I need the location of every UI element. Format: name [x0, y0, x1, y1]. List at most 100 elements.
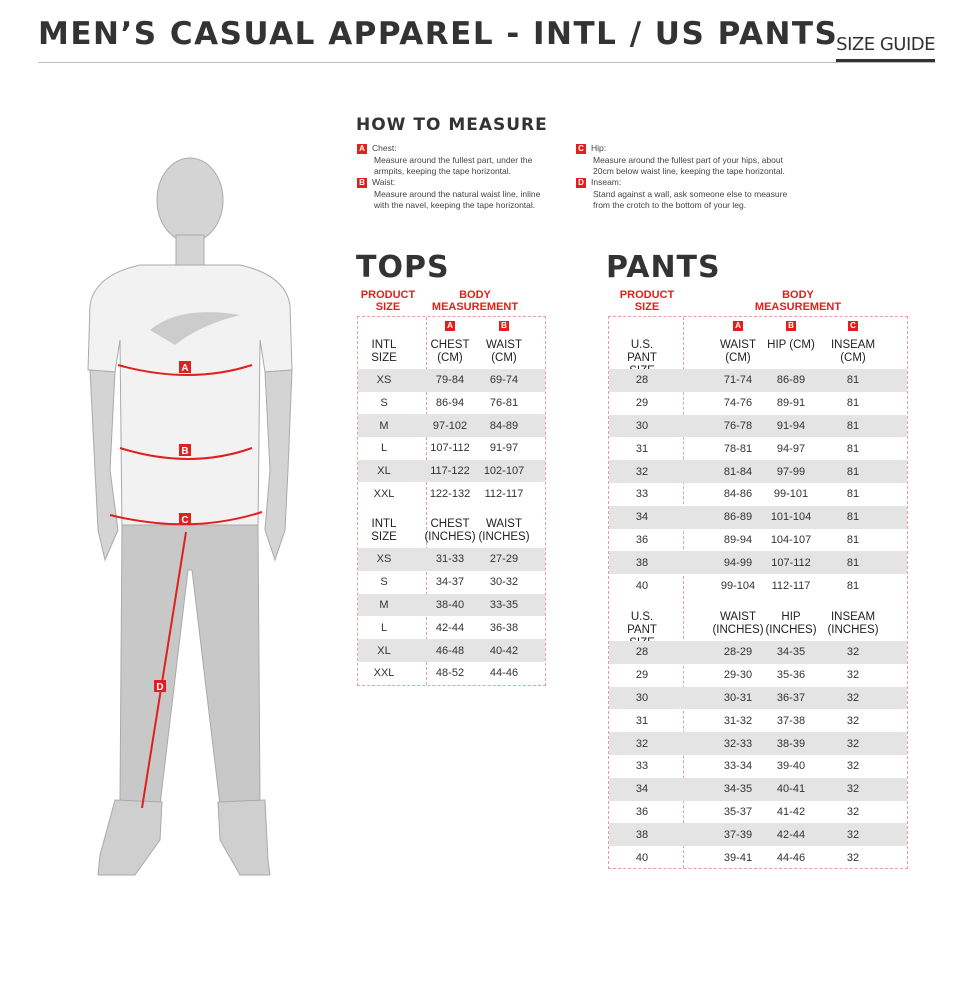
column-header: CHEST (INCHES): [424, 518, 476, 543]
table-cell: 30: [635, 419, 649, 432]
title-divider: [38, 62, 935, 63]
table-cell: 40: [635, 851, 649, 864]
column-header: INSEAM (CM): [830, 339, 876, 364]
table-cell: M: [379, 419, 389, 432]
table-cell: 81: [846, 374, 860, 387]
table-cell: 91-97: [489, 442, 519, 455]
table-cell: 84-86: [723, 488, 753, 501]
table-cell: 28: [635, 374, 649, 387]
pants-in-header: U.S. PANT SIZEWAIST (INCHES)HIP (INCHES)…: [609, 599, 907, 649]
table-cell: 94-99: [723, 556, 753, 569]
table-cell: 42-44: [435, 621, 465, 634]
table-row: 36 35-37 41-42 32: [609, 801, 907, 824]
column-header: INSEAM (INCHES): [827, 611, 879, 636]
measure-label: Waist:: [372, 177, 396, 187]
table-cell: 33: [635, 760, 649, 773]
table-row: XL 117-122 102-107: [358, 459, 545, 483]
tops-body-measurement: BODY MEASUREMENT: [431, 289, 519, 313]
how-to-measure-title: HOW TO MEASURE: [356, 115, 548, 135]
column-header: HIP (CM): [767, 339, 815, 351]
table-cell: 107-112: [430, 442, 470, 455]
table-row: M 97-102 84-89: [358, 414, 545, 438]
table-row: S 86-94 76-81: [358, 392, 545, 415]
table-cell: 40: [635, 579, 649, 592]
tops-in-header: INTL SIZE CHEST (INCHES) WAIST (INCHES): [358, 506, 545, 548]
size-guide-label: SIZE GUIDE: [836, 34, 935, 62]
body-figure: A B C D: [87, 157, 293, 876]
table-cell: 107-112: [771, 556, 811, 569]
badge-c: C: [576, 143, 586, 154]
table-cell: 32: [846, 805, 860, 818]
table-row: S 34-37 30-32: [358, 571, 545, 594]
table-cell: 122-132: [429, 487, 471, 500]
table-cell: 27-29: [489, 553, 519, 566]
table-cell: 69-74: [489, 374, 519, 387]
table-cell: 34-37: [435, 576, 465, 589]
table-cell: 39-40: [776, 760, 806, 773]
table-cell: 81: [846, 488, 860, 501]
table-cell: 38: [635, 556, 649, 569]
table-cell: 102-107: [483, 465, 525, 478]
table-cell: XL: [377, 465, 391, 478]
table-row: 33 84-86 99-101 81: [609, 483, 907, 506]
table-row: XXL 122-132 112-117: [358, 483, 545, 506]
table-cell: 81: [846, 556, 860, 569]
page-title: MEN’S CASUAL APPAREL - INTL / US PANTS: [38, 16, 839, 52]
badge-b: B: [499, 321, 509, 331]
badge-b: B: [357, 177, 367, 188]
table-row: 31 31-32 37-38 32: [609, 709, 907, 732]
table-cell: 30: [635, 691, 649, 704]
table-row: 34 34-35 40-41 32: [609, 777, 907, 801]
column-header: INTL SIZE: [371, 339, 397, 364]
table-cell: 81: [846, 533, 860, 546]
table-cell: 32: [846, 760, 860, 773]
table-row: 40 99-104 112-117 81: [609, 574, 907, 597]
column-header: HIP (INCHES): [765, 611, 817, 636]
column-header: WAIST (CM): [486, 339, 522, 364]
pants-title: PANTS: [606, 250, 721, 285]
badge-d: D: [576, 177, 586, 188]
table-cell: 29-30: [723, 669, 753, 682]
figure-label-c: C: [181, 515, 188, 526]
table-cell: XXL: [373, 487, 395, 500]
table-cell: 32: [846, 828, 860, 841]
table-cell: 39-41: [723, 851, 753, 864]
table-cell: 97-99: [776, 465, 806, 478]
table-cell: S: [380, 576, 388, 589]
column-header: WAIST (INCHES): [478, 518, 530, 543]
measure-text: Measure around the natural waist line, i…: [374, 188, 541, 211]
table-cell: 81-84: [723, 465, 753, 478]
table-cell: 81: [846, 419, 860, 432]
table-cell: 29: [635, 397, 649, 410]
table-cell: 38-40: [435, 598, 465, 611]
table-cell: 91-94: [776, 419, 806, 432]
table-cell: 35-36: [776, 669, 806, 682]
table-cell: L: [380, 442, 388, 455]
table-cell: 48-52: [435, 667, 465, 680]
column-header: WAIST (CM): [720, 339, 756, 364]
badge-c: C: [848, 321, 858, 331]
table-cell: 30-31: [723, 691, 753, 704]
figure-label-b: B: [181, 446, 188, 457]
table-cell: 74-76: [723, 397, 753, 410]
table-cell: 81: [846, 511, 860, 524]
table-cell: 33: [635, 488, 649, 501]
table-cell: 34: [635, 783, 649, 796]
table-cell: 101-104: [770, 511, 812, 524]
table-cell: 40-42: [489, 644, 519, 657]
table-cell: 76-81: [489, 397, 519, 410]
badge-a: A: [733, 321, 743, 331]
table-cell: 40-41: [776, 783, 806, 796]
table-row: 29 29-30 35-36 32: [609, 664, 907, 687]
table-cell: 34-35: [776, 646, 806, 659]
measure-chest: A Chest: Measure around the fullest part,…: [357, 143, 557, 178]
table-cell: 81: [846, 465, 860, 478]
tops-cm-header: A B INTL SIZE CHEST (CM) WAIST (CM): [358, 317, 545, 369]
table-cell: 33-34: [723, 760, 753, 773]
table-cell: S: [380, 397, 388, 410]
table-cell: 42-44: [776, 828, 806, 841]
table-cell: 112-117: [771, 579, 811, 592]
table-cell: 41-42: [776, 805, 806, 818]
tops-product-size: PRODUCT SIZE: [360, 289, 416, 313]
